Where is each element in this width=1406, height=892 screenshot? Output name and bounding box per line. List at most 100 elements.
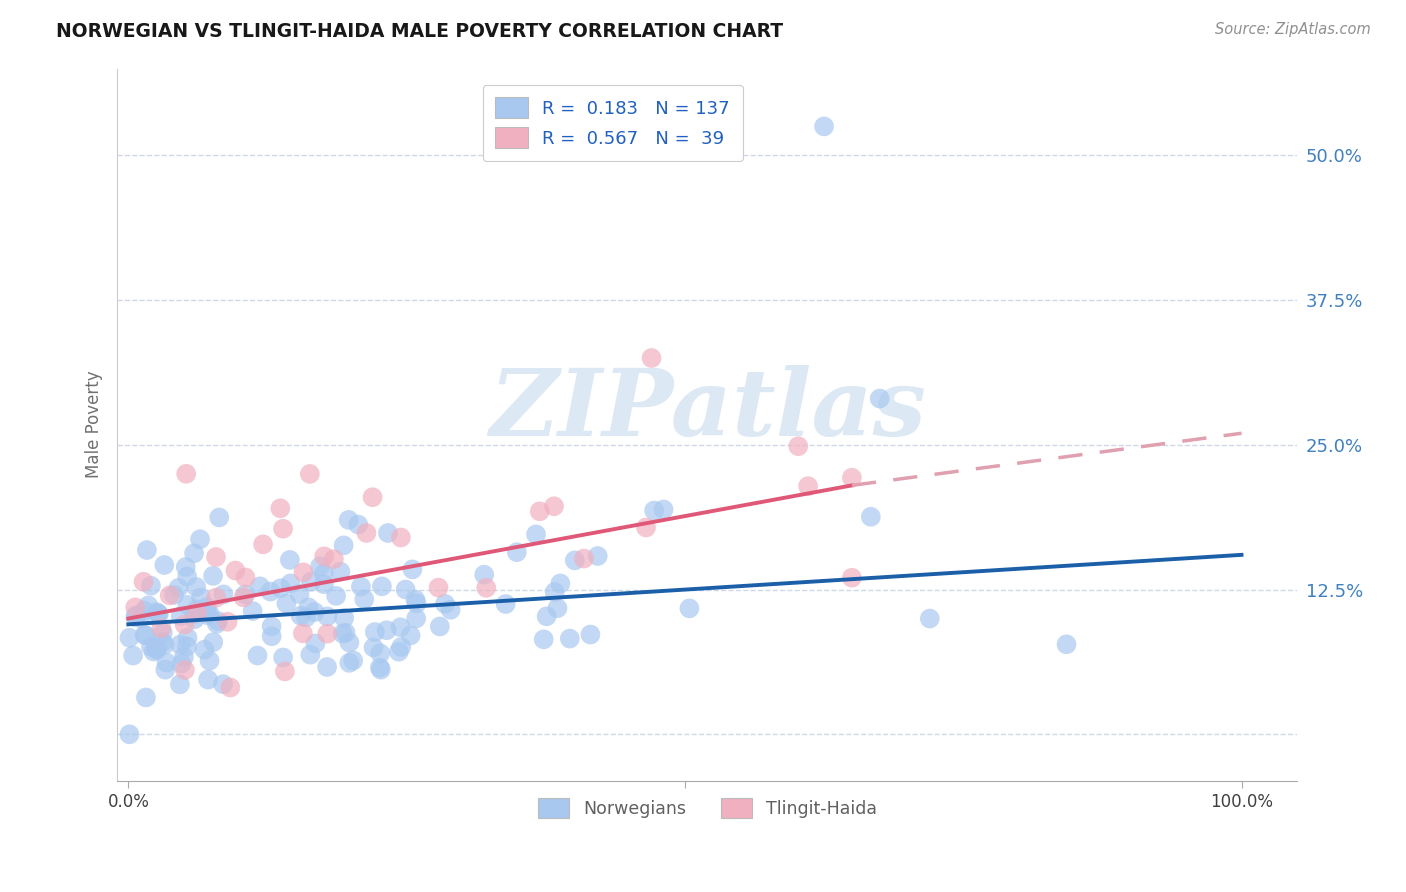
Point — [506, 545, 529, 559]
Point — [859, 509, 882, 524]
Point — [333, 611, 356, 625]
Point — [186, 602, 208, 616]
Point — [389, 531, 412, 545]
Point — [389, 620, 412, 634]
Point — [533, 632, 555, 647]
Point — [332, 626, 354, 640]
Point — [148, 607, 170, 622]
Point — [195, 599, 218, 614]
Point — [316, 626, 339, 640]
Point — [342, 653, 364, 667]
Point — [472, 567, 495, 582]
Point — [129, 611, 152, 625]
Point — [292, 566, 315, 580]
Point — [322, 552, 344, 566]
Point — [1056, 637, 1078, 651]
Point — [146, 607, 169, 621]
Point — [290, 608, 312, 623]
Point — [299, 574, 322, 589]
Point — [368, 646, 391, 660]
Point — [813, 120, 835, 134]
Point — [297, 600, 319, 615]
Point — [429, 619, 451, 633]
Point — [170, 657, 193, 671]
Point — [190, 591, 212, 605]
Point — [183, 546, 205, 560]
Point — [269, 501, 291, 516]
Point — [212, 677, 235, 691]
Point — [163, 588, 186, 602]
Point — [394, 582, 416, 597]
Point — [259, 584, 281, 599]
Point — [304, 636, 326, 650]
Point — [135, 543, 157, 558]
Point — [186, 606, 208, 620]
Point — [389, 640, 412, 654]
Point — [312, 577, 335, 591]
Point — [188, 533, 211, 547]
Point — [274, 665, 297, 679]
Point — [347, 517, 370, 532]
Point — [139, 640, 162, 654]
Y-axis label: Male Poverty: Male Poverty — [86, 371, 103, 478]
Point — [170, 609, 193, 624]
Point — [183, 612, 205, 626]
Point — [278, 553, 301, 567]
Point — [270, 582, 292, 596]
Point — [152, 635, 174, 649]
Point — [197, 608, 219, 623]
Point — [299, 648, 322, 662]
Point — [495, 597, 517, 611]
Text: NORWEGIAN VS TLINGIT-HAIDA MALE POVERTY CORRELATION CHART: NORWEGIAN VS TLINGIT-HAIDA MALE POVERTY … — [56, 22, 783, 41]
Point — [198, 654, 221, 668]
Point — [579, 627, 602, 641]
Text: ZIPatlas: ZIPatlas — [489, 366, 925, 455]
Point — [242, 604, 264, 618]
Point — [405, 611, 427, 625]
Point — [524, 527, 547, 541]
Point — [197, 673, 219, 687]
Point — [155, 663, 177, 677]
Point — [309, 559, 332, 574]
Point — [174, 560, 197, 574]
Point — [176, 569, 198, 583]
Point — [271, 650, 294, 665]
Point — [314, 549, 336, 564]
Point — [475, 581, 498, 595]
Point — [205, 616, 228, 631]
Point — [159, 588, 181, 602]
Point — [325, 589, 347, 603]
Point — [339, 635, 361, 649]
Point — [405, 596, 427, 610]
Point — [146, 605, 169, 619]
Point — [841, 571, 863, 585]
Point — [145, 641, 167, 656]
Point — [298, 467, 321, 481]
Point — [652, 502, 675, 516]
Point — [232, 591, 254, 605]
Point — [295, 610, 318, 624]
Point — [173, 617, 195, 632]
Point — [176, 640, 198, 654]
Point — [183, 607, 205, 621]
Point — [152, 625, 174, 640]
Point — [361, 490, 384, 504]
Point — [558, 632, 581, 646]
Point — [202, 569, 225, 583]
Point — [678, 601, 700, 615]
Point — [841, 471, 863, 485]
Point — [134, 603, 156, 617]
Point — [124, 610, 146, 624]
Point — [205, 591, 228, 605]
Point — [370, 663, 392, 677]
Point — [529, 504, 551, 518]
Point — [212, 587, 235, 601]
Point — [918, 611, 941, 625]
Point — [643, 503, 665, 517]
Point — [233, 587, 256, 601]
Point — [169, 638, 191, 652]
Point — [153, 558, 176, 572]
Point — [142, 644, 165, 658]
Point — [288, 587, 311, 601]
Point — [363, 640, 385, 655]
